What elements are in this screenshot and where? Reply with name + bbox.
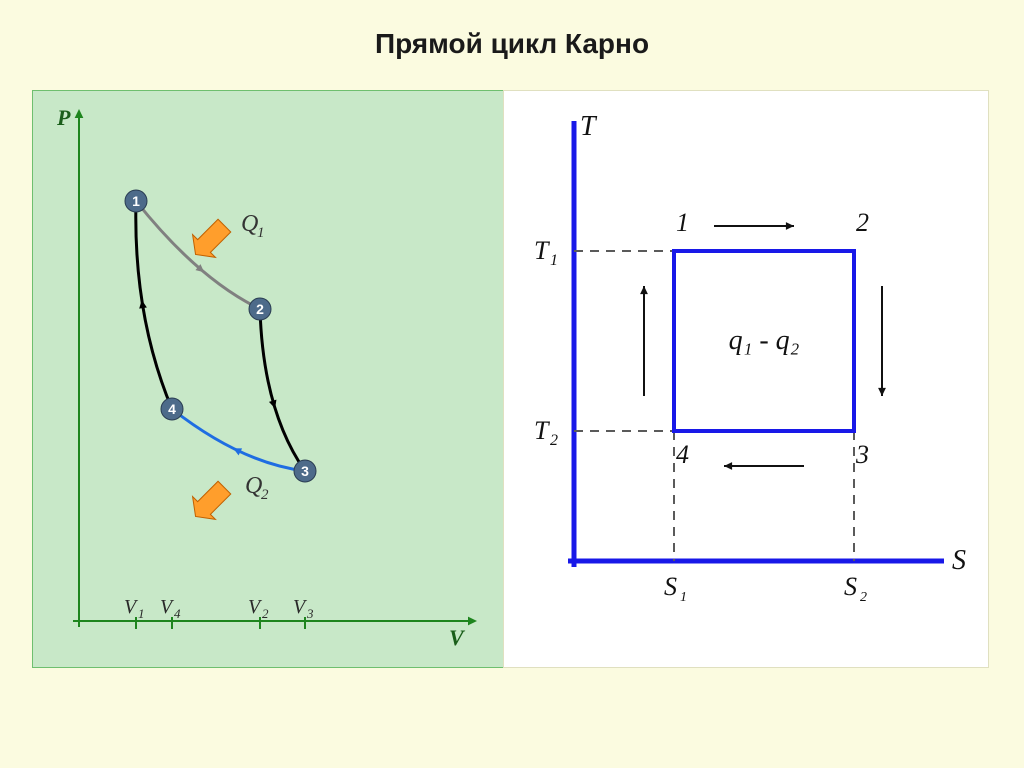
ts-diagram: TS1234T1T2S1S2q₁ - q₂ xyxy=(504,91,988,667)
svg-text:3: 3 xyxy=(301,463,309,479)
svg-text:T: T xyxy=(534,236,550,265)
svg-text:q₁ - q₂: q₁ - q₂ xyxy=(729,325,800,356)
svg-text:S: S xyxy=(952,545,966,576)
svg-text:1: 1 xyxy=(676,208,689,237)
svg-text:1: 1 xyxy=(680,590,687,605)
svg-text:Q: Q xyxy=(241,211,258,237)
ts-diagram-panel: TS1234T1T2S1S2q₁ - q₂ xyxy=(503,90,989,668)
svg-text:2: 2 xyxy=(262,606,269,621)
svg-text:S: S xyxy=(664,572,677,601)
svg-text:V: V xyxy=(160,596,175,618)
svg-text:V: V xyxy=(449,625,466,650)
svg-text:4: 4 xyxy=(174,606,181,621)
svg-text:V: V xyxy=(293,596,308,618)
pv-diagram: PVQ1Q21234V1V4V2V3 xyxy=(33,91,503,667)
pv-diagram-panel: PVQ1Q21234V1V4V2V3 xyxy=(32,90,504,668)
svg-text:1: 1 xyxy=(550,252,558,269)
svg-text:2: 2 xyxy=(860,590,867,605)
svg-text:S: S xyxy=(844,572,857,601)
svg-text:4: 4 xyxy=(676,440,689,469)
svg-text:T: T xyxy=(534,416,550,445)
svg-text:T: T xyxy=(580,111,598,142)
svg-text:3: 3 xyxy=(855,440,869,469)
svg-text:2: 2 xyxy=(261,487,269,503)
svg-text:1: 1 xyxy=(132,193,140,209)
svg-text:2: 2 xyxy=(256,301,264,317)
svg-text:V: V xyxy=(248,596,263,618)
svg-text:P: P xyxy=(56,105,71,130)
svg-text:V: V xyxy=(124,596,139,618)
svg-text:1: 1 xyxy=(257,225,265,241)
svg-text:1: 1 xyxy=(138,606,145,621)
svg-text:4: 4 xyxy=(168,401,176,417)
svg-text:2: 2 xyxy=(856,208,869,237)
svg-text:Q: Q xyxy=(245,473,262,499)
svg-text:3: 3 xyxy=(306,606,314,621)
page-title: Прямой цикл Карно xyxy=(0,28,1024,60)
svg-text:2: 2 xyxy=(550,432,558,449)
